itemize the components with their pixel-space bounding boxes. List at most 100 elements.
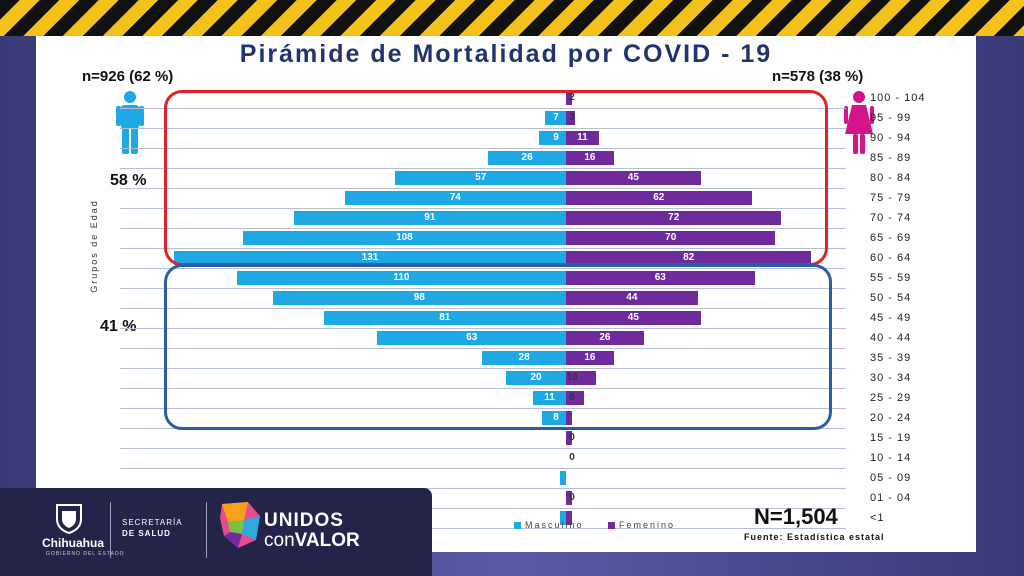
grid-line [120,368,846,369]
grid-line [120,448,846,449]
value-label-femenino: 0 [569,452,575,463]
age-group-label: 100 - 104 [870,92,926,104]
hazard-stripe-banner [0,0,1024,36]
value-label-femenino: 72 [668,212,680,223]
grid-line [120,248,846,249]
grid-line [120,388,846,389]
value-label-masculino: 9 [553,132,559,143]
male-count-label: n=926 (62 %) [82,68,174,85]
value-label-femenino: 62 [653,192,665,203]
bar-femenino [566,271,755,285]
secretaria-line2: DE SALUD [122,529,171,538]
bar-femenino [566,231,776,245]
unidos-logo-line2: conVALOR [264,530,360,551]
grid-line [120,288,846,289]
bar-masculino [293,211,566,225]
value-label-masculino: 1 [553,512,559,523]
age-group-label: 45 - 49 [870,312,912,324]
value-label-masculino: 98 [413,292,425,303]
legend-female-swatch [608,522,615,530]
value-label-masculino: 91 [424,212,436,223]
value-label-masculino: 108 [396,232,413,243]
bar-masculino [545,111,566,125]
bar-femenino [566,291,698,305]
secretaria-line1: SECRETARÍA [122,518,183,527]
grid-line [120,308,846,309]
total-count: N=1,504 [754,504,838,529]
value-label-masculino: 2 [553,472,559,483]
bar-masculino [323,311,566,325]
bar-femenino [566,111,575,125]
value-label-femenino: 11 [577,132,588,143]
bar-masculino [533,391,566,405]
bar-femenino [566,211,782,225]
upper-age-group-outline [164,90,828,266]
grid-line [120,188,846,189]
bar-femenino [566,511,572,525]
bar-masculino [542,411,566,425]
logo-divider-2 [206,502,207,558]
age-group-label: 40 - 44 [870,332,912,344]
value-label-masculino: 131 [361,252,379,263]
logo-divider [110,502,111,558]
unidos-logo-line1: UNIDOS [264,510,344,531]
grid-line [120,208,846,209]
value-label-femenino: 6 [569,392,575,403]
age-group-label: 35 - 39 [870,352,912,364]
grid-line [120,128,846,129]
female-count-label: n=578 (38 %) [772,68,864,85]
grid-line [120,108,846,109]
age-group-label: 25 - 29 [870,392,912,404]
grid-line [120,228,846,229]
grid-line [120,168,846,169]
footer-logo-panel: Chihuahua GOBIERNO DEL ESTADO SECRETARÍA… [0,488,432,576]
grid-line [120,348,846,349]
age-group-label: 95 - 99 [870,112,912,124]
value-label-femenino: 70 [665,232,677,243]
grid-line [120,528,846,529]
lower-group-percent: 41 % [100,318,137,335]
value-label-masculino: 74 [449,192,461,203]
chihuahua-logo-text: Chihuahua [42,536,104,550]
bar-femenino [566,431,572,445]
value-label-masculino: 11 [544,392,555,403]
bar-femenino [566,191,752,205]
age-group-label: 75 - 79 [870,192,912,204]
value-label-masculino: 28 [518,352,530,363]
value-label-femenino: 0 [569,432,575,443]
value-label-femenino: 16 [584,352,596,363]
chart-panel: Pirámide de Mortalidad por COVID - 19 n=… [36,36,976,552]
bar-femenino [566,331,644,345]
bar-femenino [566,171,701,185]
value-label-femenino: 2 [569,92,575,103]
chihuahua-logo-subtext: GOBIERNO DEL ESTADO [46,551,125,557]
bar-masculino [344,191,566,205]
value-label-femenino: 0 [569,492,575,503]
grid-line [120,268,846,269]
bar-masculino [560,511,566,525]
upper-group-percent: 58 % [110,172,147,189]
value-label-femenino: 10 [566,372,578,383]
age-group-label: 15 - 19 [870,432,912,444]
bar-femenino [566,491,572,505]
value-label-masculino: 26 [521,152,533,163]
legend-male-swatch [514,522,521,530]
bar-masculino [242,231,566,245]
bar-masculino [506,371,566,385]
value-label-femenino: 3 [569,112,575,123]
value-label-femenino: 82 [683,252,695,263]
y-axis-label: Grupos de Edad [89,199,99,293]
value-label-masculino: 57 [475,172,487,183]
bar-masculino [377,331,566,345]
bar-masculino [539,131,566,145]
age-group-label: 01 - 04 [870,492,912,504]
bar-femenino [566,91,572,105]
value-label-masculino: 20 [530,372,542,383]
age-group-label: 55 - 59 [870,272,912,284]
bar-femenino [566,251,812,265]
grid-line [120,468,846,469]
state-map-icon [218,500,262,555]
value-label-masculino: 7 [553,112,559,123]
age-group-label: 85 - 89 [870,152,912,164]
value-label-femenino: 45 [627,172,639,183]
